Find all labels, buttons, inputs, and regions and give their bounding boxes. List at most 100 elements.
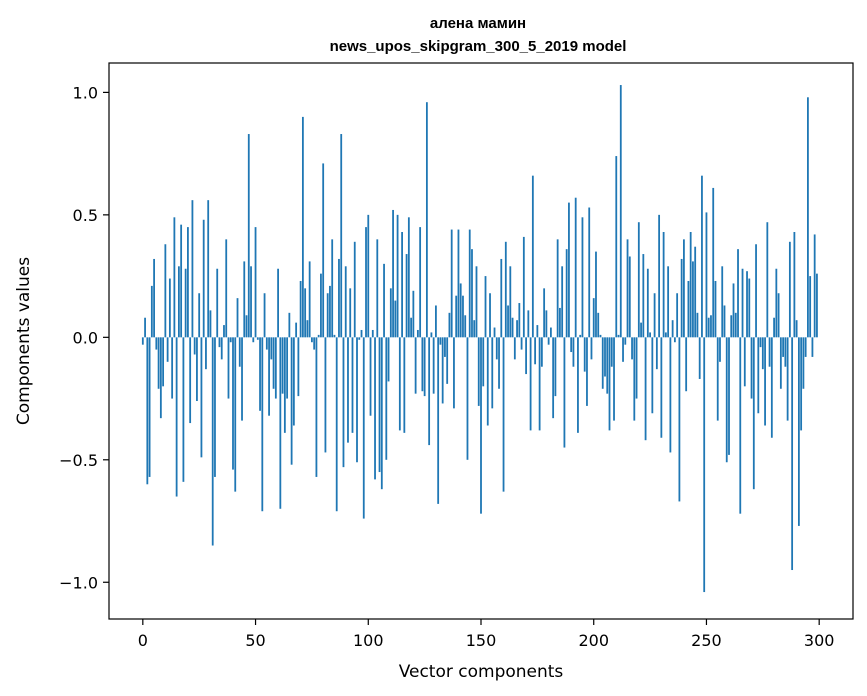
bar [317, 334, 320, 338]
bar [412, 290, 415, 338]
bar [811, 337, 814, 357]
bar [234, 337, 237, 492]
bar [157, 337, 160, 389]
bar [725, 337, 728, 463]
bar [719, 337, 721, 362]
bar [743, 337, 746, 387]
bar [153, 258, 155, 338]
bar [416, 329, 419, 338]
bar [761, 337, 764, 370]
bar [189, 337, 192, 424]
x-tick-label: 200 [578, 631, 609, 650]
bar [673, 337, 676, 343]
bar [274, 337, 277, 399]
bar [150, 285, 153, 338]
bar [613, 337, 615, 421]
bar [543, 288, 546, 338]
bar [182, 337, 185, 482]
bar [324, 337, 327, 453]
bar [547, 337, 550, 345]
bar [775, 268, 778, 338]
bar [315, 337, 318, 477]
bar [301, 116, 304, 338]
bar [207, 200, 210, 338]
bar [561, 266, 564, 338]
bar [804, 337, 807, 357]
bar [252, 337, 255, 343]
bar [624, 337, 627, 345]
bar [455, 295, 458, 338]
bar [380, 337, 383, 490]
bar [425, 102, 428, 338]
bar [356, 337, 358, 463]
bar [788, 241, 791, 338]
bar [369, 337, 372, 416]
bar [649, 332, 651, 338]
bar [187, 227, 189, 338]
bar [534, 337, 537, 365]
bar [491, 337, 494, 409]
bar [292, 337, 295, 426]
bar [308, 261, 311, 338]
bar [489, 293, 491, 338]
bar [574, 197, 577, 338]
bar [577, 337, 579, 433]
bar [813, 234, 816, 338]
y-tick-label: −0.5 [59, 451, 98, 470]
bar [360, 329, 363, 338]
bar [265, 337, 268, 350]
bar [683, 239, 685, 338]
bar [617, 334, 620, 338]
bar [549, 327, 552, 338]
bar [277, 268, 279, 338]
bar [581, 217, 584, 338]
bar [453, 337, 455, 409]
bar [286, 337, 289, 399]
bar [784, 337, 787, 367]
bar [218, 337, 221, 348]
bar [703, 337, 706, 593]
bar [209, 310, 212, 338]
bar [538, 337, 541, 431]
bar [707, 317, 710, 338]
bar [777, 293, 780, 338]
bar [410, 317, 413, 338]
bar [626, 239, 629, 338]
bar [599, 334, 602, 338]
x-tick-label: 50 [245, 631, 265, 650]
bar [405, 254, 408, 338]
bar [471, 249, 473, 338]
bar [144, 317, 146, 338]
bar [331, 239, 334, 338]
bar [394, 300, 397, 338]
bar [637, 222, 640, 338]
bar [320, 273, 322, 338]
bar [739, 337, 742, 514]
bar [653, 293, 656, 338]
bar [655, 337, 658, 370]
bar [392, 209, 394, 338]
bar [387, 337, 390, 382]
bar [159, 337, 162, 419]
bar [396, 214, 399, 338]
bar [279, 337, 282, 509]
bar [295, 322, 298, 338]
bar [365, 227, 367, 338]
bar [687, 280, 690, 338]
bar [383, 263, 385, 338]
bar [759, 337, 762, 348]
bar [457, 229, 460, 338]
bar [173, 217, 176, 338]
bar [430, 332, 433, 338]
bar [766, 222, 769, 338]
bar [254, 227, 257, 338]
bar [236, 298, 239, 338]
bar [439, 337, 442, 345]
bar [802, 337, 805, 389]
bar [211, 337, 214, 546]
bar [349, 288, 352, 338]
bar [468, 229, 471, 338]
bar [344, 266, 347, 338]
bar [741, 268, 744, 338]
bar [572, 337, 575, 367]
